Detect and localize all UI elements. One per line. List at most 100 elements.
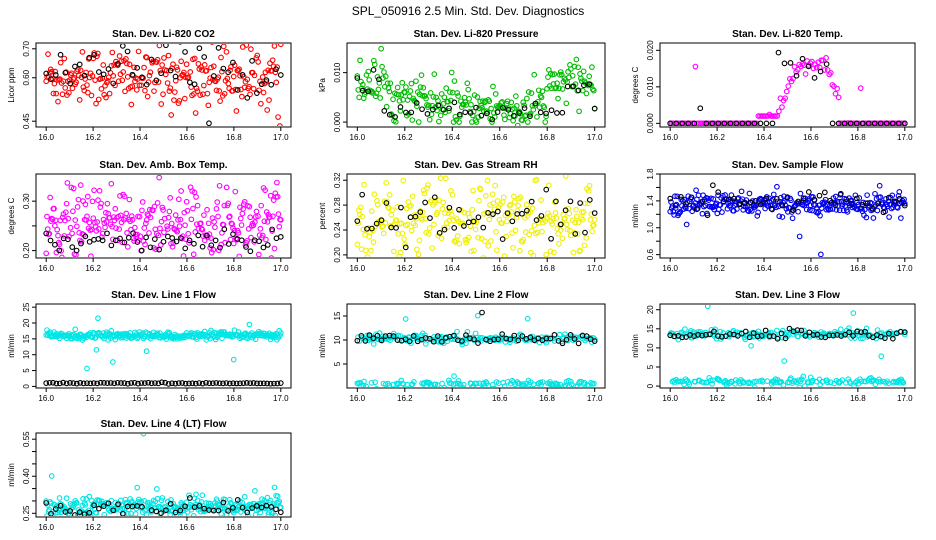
data-point	[464, 80, 471, 87]
data-point	[475, 312, 481, 319]
data-point	[262, 505, 268, 512]
data-point	[550, 249, 557, 256]
data-point	[773, 195, 780, 202]
data-point	[704, 212, 711, 219]
data-point	[766, 333, 773, 340]
data-point	[589, 228, 595, 235]
data-point	[254, 52, 261, 59]
data-point	[360, 382, 367, 387]
data-point	[134, 484, 141, 491]
data-point	[198, 225, 205, 232]
data-point	[223, 184, 230, 191]
data-point	[427, 90, 434, 96]
data-point	[197, 220, 204, 227]
data-point	[782, 335, 789, 342]
data-point	[790, 75, 796, 82]
data-point	[167, 85, 174, 91]
data-point	[467, 110, 474, 116]
data-point	[563, 336, 570, 343]
data-point	[253, 26, 258, 31]
data-point	[265, 67, 271, 74]
data-point	[244, 95, 251, 101]
data-point	[736, 201, 743, 208]
data-point	[364, 254, 371, 257]
data-point	[816, 64, 823, 71]
data-point	[672, 202, 679, 209]
data-point	[789, 215, 796, 222]
data-point	[488, 105, 494, 112]
chart-title: Stan. Dev. Gas Stream RH	[414, 160, 537, 171]
data-point	[73, 500, 80, 506]
data-point	[158, 379, 165, 386]
data-point	[271, 245, 278, 252]
data-point	[124, 380, 131, 387]
data-point	[535, 87, 542, 94]
data-point	[513, 214, 520, 221]
data-point	[835, 94, 842, 101]
data-point	[378, 217, 385, 224]
data-point	[246, 203, 253, 210]
data-point	[789, 207, 796, 214]
data-point	[365, 68, 372, 75]
data-point	[176, 97, 183, 104]
data-point	[553, 215, 560, 221]
data-point	[161, 55, 167, 61]
data-point	[276, 223, 283, 230]
data-point	[877, 194, 884, 200]
data-point	[425, 182, 431, 188]
data-point	[163, 270, 168, 275]
data-point	[112, 205, 119, 212]
data-point	[129, 71, 136, 78]
data-point	[470, 218, 477, 225]
data-point	[376, 391, 381, 396]
data-point	[77, 67, 84, 74]
data-point	[78, 240, 84, 247]
data-point	[187, 69, 194, 75]
data-point	[466, 95, 472, 102]
data-point	[891, 198, 897, 205]
data-point	[162, 379, 169, 386]
data-point	[558, 71, 565, 78]
data-point	[901, 200, 908, 207]
data-point	[764, 378, 771, 385]
data-point	[511, 199, 518, 205]
x-tick-label: 16.2	[85, 394, 101, 403]
data-point	[796, 233, 803, 240]
data-point	[237, 215, 244, 222]
data-point	[43, 500, 50, 506]
data-point	[359, 81, 366, 88]
chart-panel-7: Stan. Dev. Line 1 Flow 16.0 16.2 16.4 16.6 16…	[7, 290, 292, 403]
data-point	[175, 196, 182, 203]
data-point	[463, 332, 469, 338]
data-point	[143, 234, 149, 241]
data-point	[827, 206, 834, 213]
data-point	[138, 82, 145, 89]
y-tick-label: 15	[22, 334, 31, 343]
data-point	[875, 200, 881, 206]
data-point	[82, 502, 89, 508]
data-point	[143, 54, 150, 61]
data-point	[213, 205, 220, 212]
data-point	[553, 198, 559, 205]
data-point	[147, 244, 154, 251]
data-point	[94, 219, 101, 225]
data-point	[747, 199, 754, 206]
data-point	[431, 71, 438, 77]
data-point	[208, 242, 215, 249]
data-point	[555, 338, 562, 344]
data-point	[435, 102, 442, 109]
data-point	[177, 507, 184, 514]
data-point	[146, 500, 153, 506]
data-point	[454, 90, 461, 96]
x-tick-label: 16.0	[662, 394, 678, 403]
y-tick-label: 20	[22, 318, 31, 327]
data-point	[232, 86, 239, 93]
data-point	[181, 69, 187, 76]
data-point	[75, 66, 81, 73]
x-tick-label: 17.0	[273, 394, 289, 403]
data-point	[389, 112, 395, 119]
data-point	[437, 175, 444, 181]
data-point	[46, 379, 53, 386]
data-point	[132, 224, 138, 231]
data-point	[412, 213, 419, 220]
